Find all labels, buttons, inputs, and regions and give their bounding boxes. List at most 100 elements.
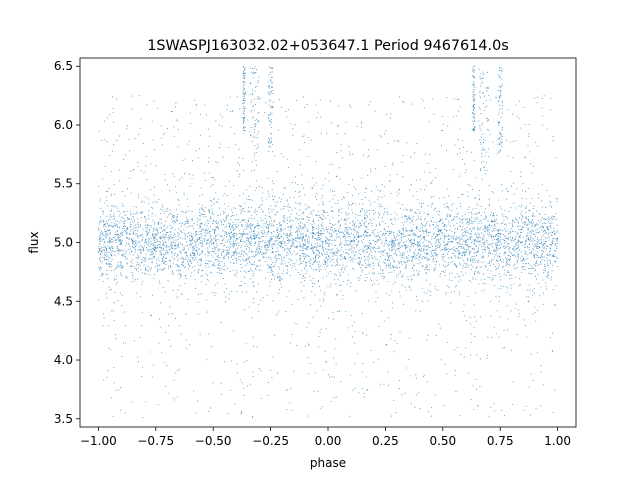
data-point [260, 220, 262, 222]
data-point [276, 227, 278, 229]
data-point [217, 264, 219, 266]
data-point [391, 243, 393, 245]
data-point [318, 265, 320, 267]
data-point [554, 234, 556, 236]
data-point [102, 210, 104, 212]
data-point [227, 246, 229, 248]
data-point [527, 238, 529, 240]
data-point [246, 291, 248, 293]
data-point [243, 260, 245, 262]
data-point [552, 239, 554, 241]
data-point [165, 263, 167, 265]
data-point [448, 286, 450, 288]
data-point [378, 235, 380, 237]
data-point [545, 288, 548, 290]
data-point [238, 230, 240, 232]
data-point [327, 264, 329, 266]
data-point [165, 234, 167, 236]
data-point [336, 262, 339, 264]
data-point [330, 226, 332, 228]
data-point [556, 224, 558, 226]
data-point [413, 253, 415, 255]
data-point [110, 251, 112, 253]
data-point [301, 249, 303, 251]
data-point [534, 244, 536, 246]
data-point [416, 254, 418, 256]
data-point [296, 217, 298, 219]
data-point [105, 246, 107, 248]
data-point [120, 220, 122, 222]
data-point [101, 249, 104, 252]
data-point [445, 218, 448, 220]
data-point [254, 189, 256, 192]
data-point [468, 252, 470, 254]
data-point [146, 241, 148, 243]
data-point [293, 243, 295, 245]
data-point [137, 218, 139, 220]
data-point [233, 243, 235, 245]
data-point [411, 209, 414, 211]
data-point [277, 272, 279, 274]
data-point [490, 211, 492, 213]
data-point [301, 238, 303, 240]
data-point [279, 241, 281, 243]
data-point [183, 233, 185, 235]
data-point [427, 260, 429, 262]
data-point [123, 225, 125, 228]
data-point [220, 268, 222, 270]
data-point [202, 229, 204, 231]
data-point [215, 222, 217, 225]
data-point [140, 244, 142, 246]
data-point [450, 248, 452, 250]
data-point [529, 289, 531, 291]
data-point [156, 250, 158, 252]
data-point [278, 258, 280, 260]
data-point [181, 264, 183, 266]
data-point [286, 200, 288, 202]
data-point [168, 214, 170, 216]
data-point [474, 261, 477, 263]
data-point [378, 240, 380, 242]
data-point [251, 234, 253, 236]
data-point [366, 266, 368, 269]
data-point [176, 256, 178, 258]
data-point [504, 235, 506, 237]
data-point [170, 234, 172, 236]
data-point [469, 228, 471, 230]
data-point [514, 254, 516, 256]
data-point [354, 229, 356, 231]
data-point [403, 241, 405, 243]
data-point [358, 249, 360, 251]
data-point [551, 222, 553, 224]
data-point [105, 225, 107, 228]
data-point [542, 217, 544, 219]
data-point [432, 245, 434, 247]
data-point [141, 262, 143, 264]
data-point [280, 224, 282, 226]
data-point [499, 252, 501, 255]
data-point [390, 232, 392, 234]
data-point [482, 251, 484, 253]
data-point [456, 207, 458, 209]
data-point [538, 231, 540, 233]
data-point [232, 234, 234, 236]
data-point [105, 230, 107, 233]
data-point [119, 238, 121, 240]
data-point [246, 240, 248, 242]
data-point [334, 251, 336, 253]
data-point [351, 229, 353, 231]
data-point [217, 267, 219, 269]
data-point [495, 221, 497, 223]
data-point [235, 248, 237, 250]
data-point [296, 227, 298, 229]
data-point [110, 216, 112, 218]
data-point [387, 280, 389, 283]
data-point [416, 295, 418, 297]
data-point [174, 248, 176, 250]
data-point [462, 235, 464, 237]
data-point [265, 257, 267, 259]
data-point [250, 231, 253, 233]
data-point [528, 210, 530, 212]
data-point [182, 260, 185, 262]
data-point [280, 198, 282, 200]
